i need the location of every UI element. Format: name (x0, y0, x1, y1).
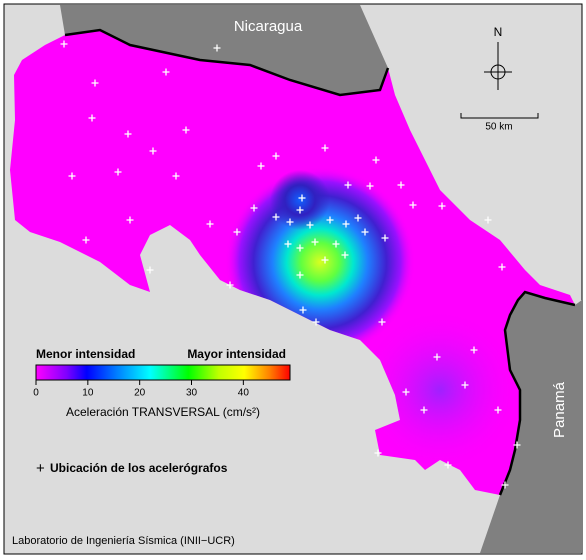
station (326, 216, 334, 224)
station (213, 44, 221, 52)
station (332, 240, 340, 248)
station (381, 234, 389, 242)
compass: N (484, 25, 512, 90)
station (162, 68, 170, 76)
station (311, 238, 319, 246)
station (284, 240, 292, 248)
station (149, 147, 157, 155)
country-label: Panamá (551, 381, 568, 438)
station (374, 449, 382, 457)
station (286, 218, 294, 226)
station (299, 306, 307, 314)
station (257, 162, 265, 170)
station (206, 220, 214, 228)
station (494, 406, 502, 414)
colorbar-tick-label: 0 (33, 388, 39, 399)
station (354, 214, 362, 222)
border-north (64, 28, 390, 97)
station (172, 172, 180, 180)
station (361, 228, 369, 236)
station (433, 353, 441, 361)
colorbar: Menor intensidad Mayor intensidad Aceler… (33, 347, 291, 419)
station (321, 256, 329, 264)
station (444, 461, 452, 469)
station (226, 281, 234, 289)
station (397, 181, 405, 189)
station (296, 244, 304, 252)
border-south (498, 290, 576, 496)
station (312, 318, 320, 326)
station (366, 182, 374, 190)
station (272, 152, 280, 160)
nicaragua (60, 5, 388, 95)
station (498, 263, 506, 271)
station (88, 114, 96, 122)
station (298, 194, 306, 202)
station (296, 271, 304, 279)
legend-label: Ubicación de los acelerógrafos (50, 461, 228, 475)
station (402, 388, 410, 396)
colorbar-tick-label: 30 (186, 388, 198, 399)
colorbar-tick-label: 40 (238, 388, 250, 399)
legend-marker: + (36, 460, 45, 477)
colorbar-low: Menor intensidad (36, 347, 135, 361)
compass-label: N (494, 25, 503, 39)
station (82, 236, 90, 244)
station (409, 201, 417, 209)
station (126, 216, 134, 224)
station (60, 40, 68, 48)
station (146, 266, 154, 274)
colorbar-tick-label: 10 (82, 388, 94, 399)
station (501, 481, 509, 489)
colorbar-tick-label: 20 (134, 388, 146, 399)
station (114, 168, 122, 176)
station (321, 144, 329, 152)
station (484, 216, 492, 224)
station (182, 126, 190, 134)
colorbar-title: Aceleración TRANSVERSAL (cm/s²) (66, 405, 260, 419)
stations (60, 40, 521, 489)
station (233, 228, 241, 236)
station (124, 130, 132, 138)
station (344, 181, 352, 189)
station (470, 346, 478, 354)
station (306, 221, 314, 229)
scale-label: 50 km (485, 122, 512, 133)
station (438, 202, 446, 210)
station (68, 172, 76, 180)
colorbar-high: Mayor intensidad (187, 347, 286, 361)
station (296, 206, 304, 214)
credit: Laboratorio de Ingeniería Sísmica (INII−… (12, 535, 235, 547)
station (272, 213, 280, 221)
station (250, 204, 258, 212)
station (342, 220, 350, 228)
station (372, 156, 380, 164)
country-label: Nicaragua (234, 18, 303, 35)
colorbar-scale (35, 364, 291, 381)
station (341, 251, 349, 259)
station (420, 406, 428, 414)
station (513, 441, 521, 449)
station (461, 381, 469, 389)
scale-bar: 50 km (460, 113, 539, 133)
station (91, 79, 99, 87)
station (378, 318, 386, 326)
